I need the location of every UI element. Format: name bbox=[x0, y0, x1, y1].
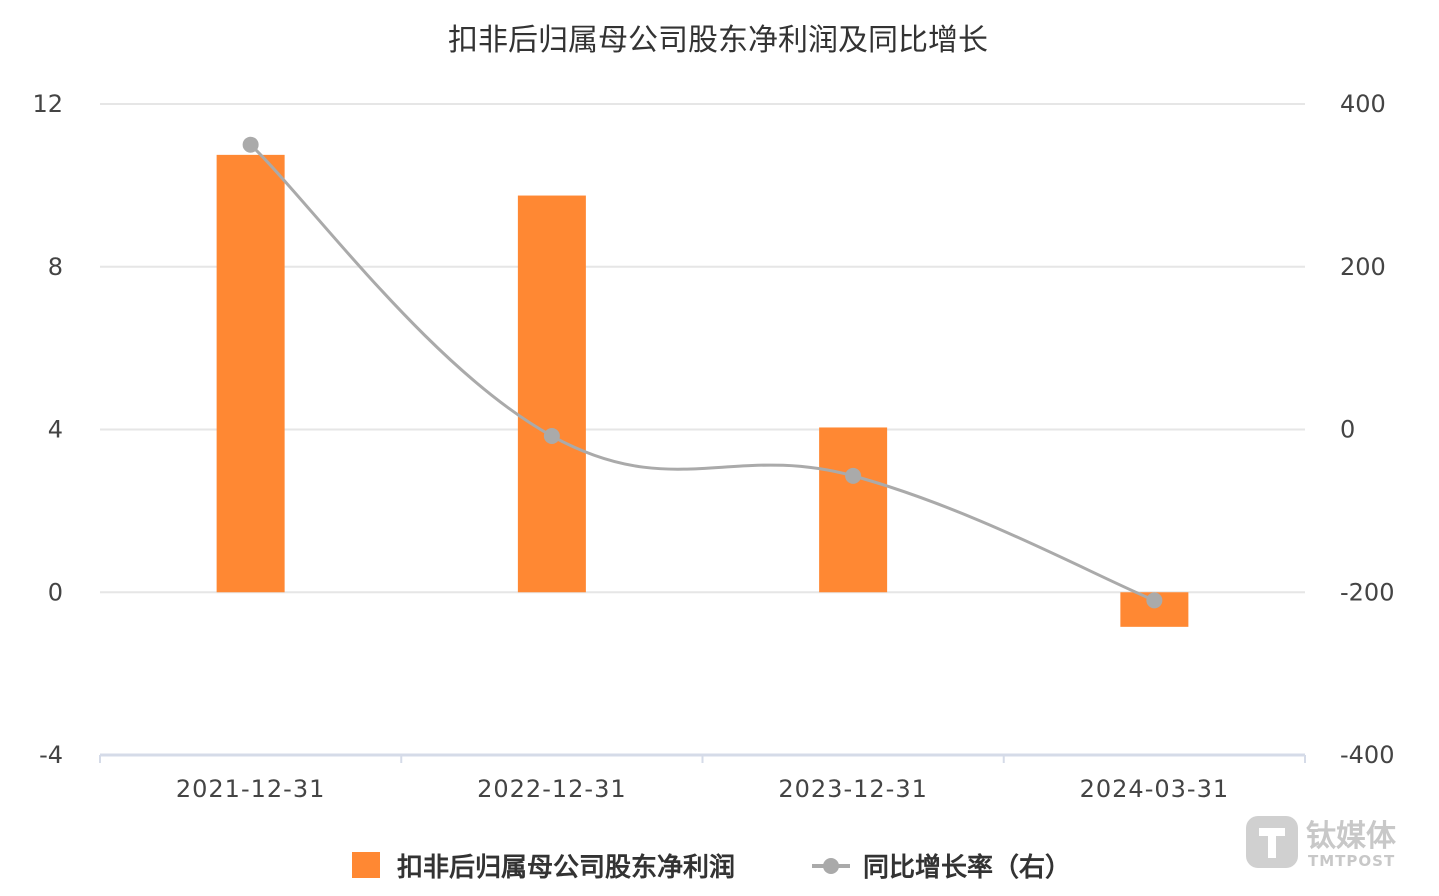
right-tick-label: 0 bbox=[1340, 416, 1355, 444]
right-axis-ticks: 400 200 0 -200 -400 bbox=[1340, 90, 1394, 769]
line-point bbox=[543, 428, 560, 445]
x-tick-label: 2022-12-31 bbox=[477, 775, 626, 803]
legend-bar-label: 扣非后归属母公司股东净利润 bbox=[397, 852, 735, 883]
watermark-title: 钛媒体 bbox=[1306, 819, 1397, 854]
watermark-subtitle: TMTPOST bbox=[1308, 852, 1395, 870]
grid-lines bbox=[100, 103, 1305, 594]
x-tick-label: 2021-12-31 bbox=[176, 775, 325, 803]
legend: 扣非后归属母公司股东净利润 同比增长率（右） bbox=[352, 852, 1071, 883]
tmtpost-logo-icon bbox=[1246, 816, 1298, 868]
left-tick-label: 12 bbox=[32, 90, 63, 118]
left-tick-label: 8 bbox=[48, 253, 63, 281]
line-point bbox=[845, 467, 862, 484]
chart-title: 扣非后归属母公司股东净利润及同比增长 bbox=[448, 23, 988, 58]
bar bbox=[216, 154, 285, 593]
line-series bbox=[242, 136, 1163, 609]
bar bbox=[517, 195, 586, 593]
bar-series bbox=[216, 154, 1189, 627]
legend-line-label: 同比增长率（右） bbox=[863, 852, 1071, 883]
x-tick-label: 2024-03-31 bbox=[1080, 775, 1229, 803]
x-axis: 2021-12-31 2022-12-31 2023-12-31 2024-03-31 bbox=[99, 753, 1306, 803]
left-tick-label: 0 bbox=[48, 578, 63, 606]
line-point bbox=[242, 136, 259, 153]
x-tick-label: 2023-12-31 bbox=[778, 775, 927, 803]
right-tick-label: 400 bbox=[1340, 90, 1386, 118]
left-tick-label: -4 bbox=[39, 741, 63, 769]
legend-line-marker bbox=[823, 858, 839, 874]
right-tick-label: -400 bbox=[1340, 741, 1394, 769]
right-tick-label: -200 bbox=[1340, 578, 1394, 606]
line-point bbox=[1146, 592, 1163, 609]
left-tick-label: 4 bbox=[48, 416, 63, 444]
watermark: 钛媒体 TMTPOST bbox=[1246, 816, 1397, 870]
legend-bar-swatch bbox=[352, 852, 380, 878]
growth-line bbox=[249, 143, 1155, 602]
bar bbox=[819, 427, 888, 593]
left-axis-ticks: 12 8 4 0 -4 bbox=[32, 90, 63, 769]
right-tick-label: 200 bbox=[1340, 253, 1386, 281]
